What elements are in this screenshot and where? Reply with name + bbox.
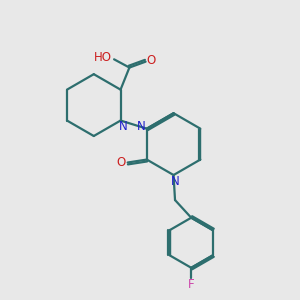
Text: HO: HO <box>94 51 112 64</box>
Text: F: F <box>188 278 194 291</box>
Text: N: N <box>171 175 179 188</box>
Text: O: O <box>116 156 126 169</box>
Text: N: N <box>118 120 127 133</box>
Text: O: O <box>147 54 156 67</box>
Text: N: N <box>137 120 146 133</box>
